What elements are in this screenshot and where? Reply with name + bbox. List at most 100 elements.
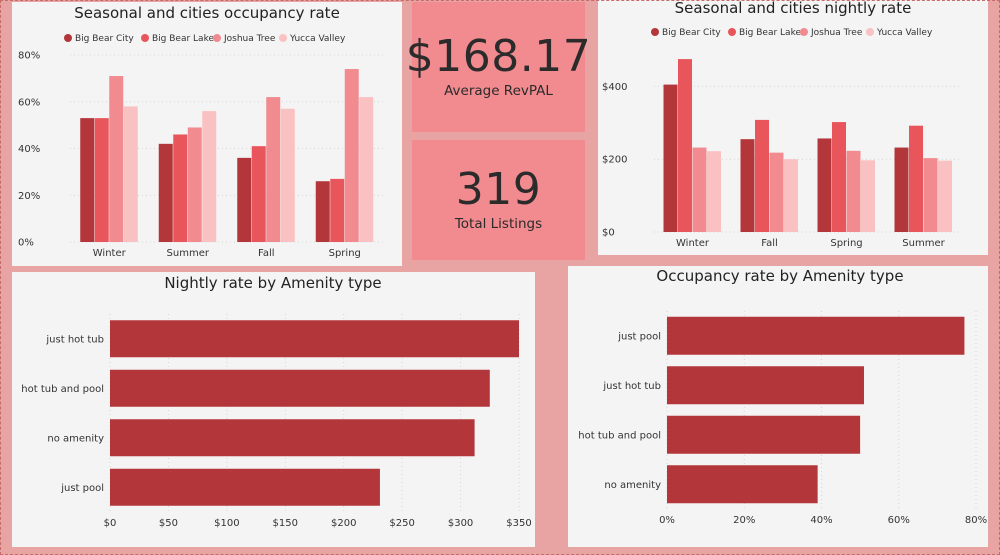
x-tick-label: Spring [830,238,862,249]
y-tick-label: just hot tub [45,334,104,345]
bar [667,465,818,504]
legend-label: Big Bear City [75,34,134,44]
y-tick-label: just pool [60,483,104,494]
legend-marker [651,28,659,36]
legend-marker [728,28,736,36]
legend-label: Yucca Valley [289,34,346,44]
x-tick-label: Summer [902,238,945,249]
x-tick-label: $350 [506,518,531,529]
y-tick-label: hot tub and pool [578,430,661,441]
bar [667,366,864,405]
bar [158,143,173,242]
revpal-label: Average RevPAL [444,83,553,99]
bar [707,151,721,232]
bar [894,147,909,232]
legend-marker [279,34,287,42]
nightly-rate-amenity-chart: Nightly rate by Amenity type $0 $50 $100 $15… [21,274,531,529]
y-tick-label: no amenity [47,433,104,444]
bar [909,125,923,232]
bar [123,106,138,242]
x-tick-label: Fall [258,248,275,259]
x-tick-label: Winter [93,248,127,259]
occupancy-amenity-chart: Occupancy rate by Amenity type 0% 20% 40% 60… [578,267,987,526]
y-tick-label: 60% [18,97,40,108]
y-tick-label: $400 [602,82,627,93]
bar [938,160,952,232]
bar [237,157,252,242]
x-tick-label: $50 [159,518,178,529]
bar [110,419,475,457]
bar [202,111,217,242]
bar [784,159,798,232]
x-tick-label: 40% [810,515,832,526]
x-tick-label: Summer [167,248,210,259]
bar [740,139,755,232]
x-tick-label: $300 [448,518,473,529]
legend-marker [213,34,221,42]
listings-value: 319 [455,164,542,215]
bar [817,138,832,232]
bar [667,316,965,355]
bar [251,146,266,242]
y-tick-label: $0 [602,228,615,239]
nightly-rate-season-panel: Seasonal and cities nightly rate Big Bear… [598,0,988,255]
y-tick-label: $200 [602,155,627,166]
y-tick-label: just pool [617,331,661,342]
x-tick-label: 60% [888,515,910,526]
x-tick-label: $150 [273,518,298,529]
chart-title: Seasonal and cities occupancy rate [74,4,340,22]
bar [280,108,295,242]
legend-label: Joshua Tree [223,34,276,44]
bar [663,84,678,232]
legend-label: Big Bear Lake [152,34,214,44]
bar [109,76,124,242]
legend-label: Yucca Valley [876,28,933,38]
x-tick-label: $250 [389,518,414,529]
y-tick-label: hot tub and pool [21,384,104,395]
nightly-rate-season-chart: Seasonal and cities nightly rate Big Bear… [602,0,962,249]
bar [80,118,95,242]
legend-label: Joshua Tree [810,28,863,38]
chart-title: Occupancy rate by Amenity type [656,267,903,285]
x-tick-label: 20% [733,515,755,526]
occupancy-season-chart: Seasonal and cities occupancy rate Big Be… [18,4,384,259]
y-tick-label: just hot tub [602,381,661,392]
legend-label: Big Bear City [662,28,721,38]
x-tick-label: Spring [329,248,361,259]
bar [315,181,330,242]
bar [923,158,938,232]
bar [359,97,374,242]
bar [667,415,861,454]
bar [266,97,281,242]
x-tick-label: Winter [676,238,710,249]
chart-title: Seasonal and cities nightly rate [675,0,912,17]
x-tick-label: $0 [104,518,117,529]
revpal-value: $168.17 [405,31,592,82]
y-tick-label: 20% [18,191,40,202]
x-tick-label: 80% [965,515,987,526]
legend-marker [141,34,149,42]
bar [832,122,846,232]
listings-label: Total Listings [454,216,543,232]
legend-marker [800,28,808,36]
chart-title: Nightly rate by Amenity type [164,274,381,292]
bar [861,160,875,232]
bar [110,320,519,358]
bar [755,119,769,232]
bar [187,127,202,242]
nightly-rate-amenity-panel: Nightly rate by Amenity type $0 $50 $100 $15… [12,272,535,547]
listings-card: 319 Total Listings [412,140,585,260]
x-tick-label: 0% [659,515,675,526]
occupancy-season-panel: Seasonal and cities occupancy rate Big Be… [12,2,402,266]
bar [678,59,692,232]
bar [110,369,490,407]
y-tick-label: 0% [18,238,34,249]
legend-marker [866,28,874,36]
legend-label: Big Bear Lake [739,28,801,38]
x-tick-label: $200 [331,518,356,529]
bar [344,69,359,243]
x-tick-label: Fall [761,238,778,249]
y-tick-label: 40% [18,144,40,155]
revpal-card: $168.17 Average RevPAL [406,2,591,132]
bar [173,134,188,242]
